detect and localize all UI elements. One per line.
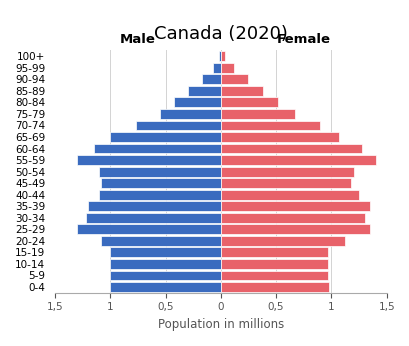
Bar (110, 271, 220, 280)
Bar (220, 144, 362, 153)
Bar (220, 132, 338, 142)
Bar (220, 247, 327, 257)
Bar (220, 213, 364, 222)
Bar (187, 86, 220, 96)
Bar (213, 63, 220, 73)
Bar (77, 155, 220, 165)
Bar (160, 109, 220, 119)
Bar (77, 224, 220, 234)
Bar (174, 98, 220, 107)
Bar (220, 86, 262, 96)
Text: Female: Female (276, 33, 330, 46)
Bar (220, 282, 328, 292)
Bar (99, 167, 220, 176)
Bar (220, 51, 225, 61)
Bar (220, 98, 278, 107)
Bar (93, 144, 220, 153)
Bar (220, 74, 248, 84)
Bar (218, 51, 220, 61)
Bar (88, 201, 220, 211)
Bar (101, 236, 220, 246)
Bar (220, 178, 351, 188)
Title: Canada (2020): Canada (2020) (153, 25, 287, 43)
Bar (99, 190, 220, 200)
Bar (135, 120, 220, 130)
Bar (110, 259, 220, 269)
Bar (220, 120, 319, 130)
Bar (110, 132, 220, 142)
Bar (220, 271, 327, 280)
Bar (220, 236, 344, 246)
Bar (220, 201, 369, 211)
Bar (110, 282, 220, 292)
Bar (220, 109, 294, 119)
X-axis label: Population in millions: Population in millions (157, 318, 283, 331)
Bar (220, 190, 358, 200)
Bar (110, 247, 220, 257)
Text: Male: Male (120, 33, 155, 46)
Bar (101, 178, 220, 188)
Bar (220, 155, 375, 165)
Bar (202, 74, 220, 84)
Bar (220, 224, 369, 234)
Bar (220, 259, 327, 269)
Bar (86, 213, 220, 222)
Bar (220, 167, 353, 176)
Bar (220, 63, 234, 73)
